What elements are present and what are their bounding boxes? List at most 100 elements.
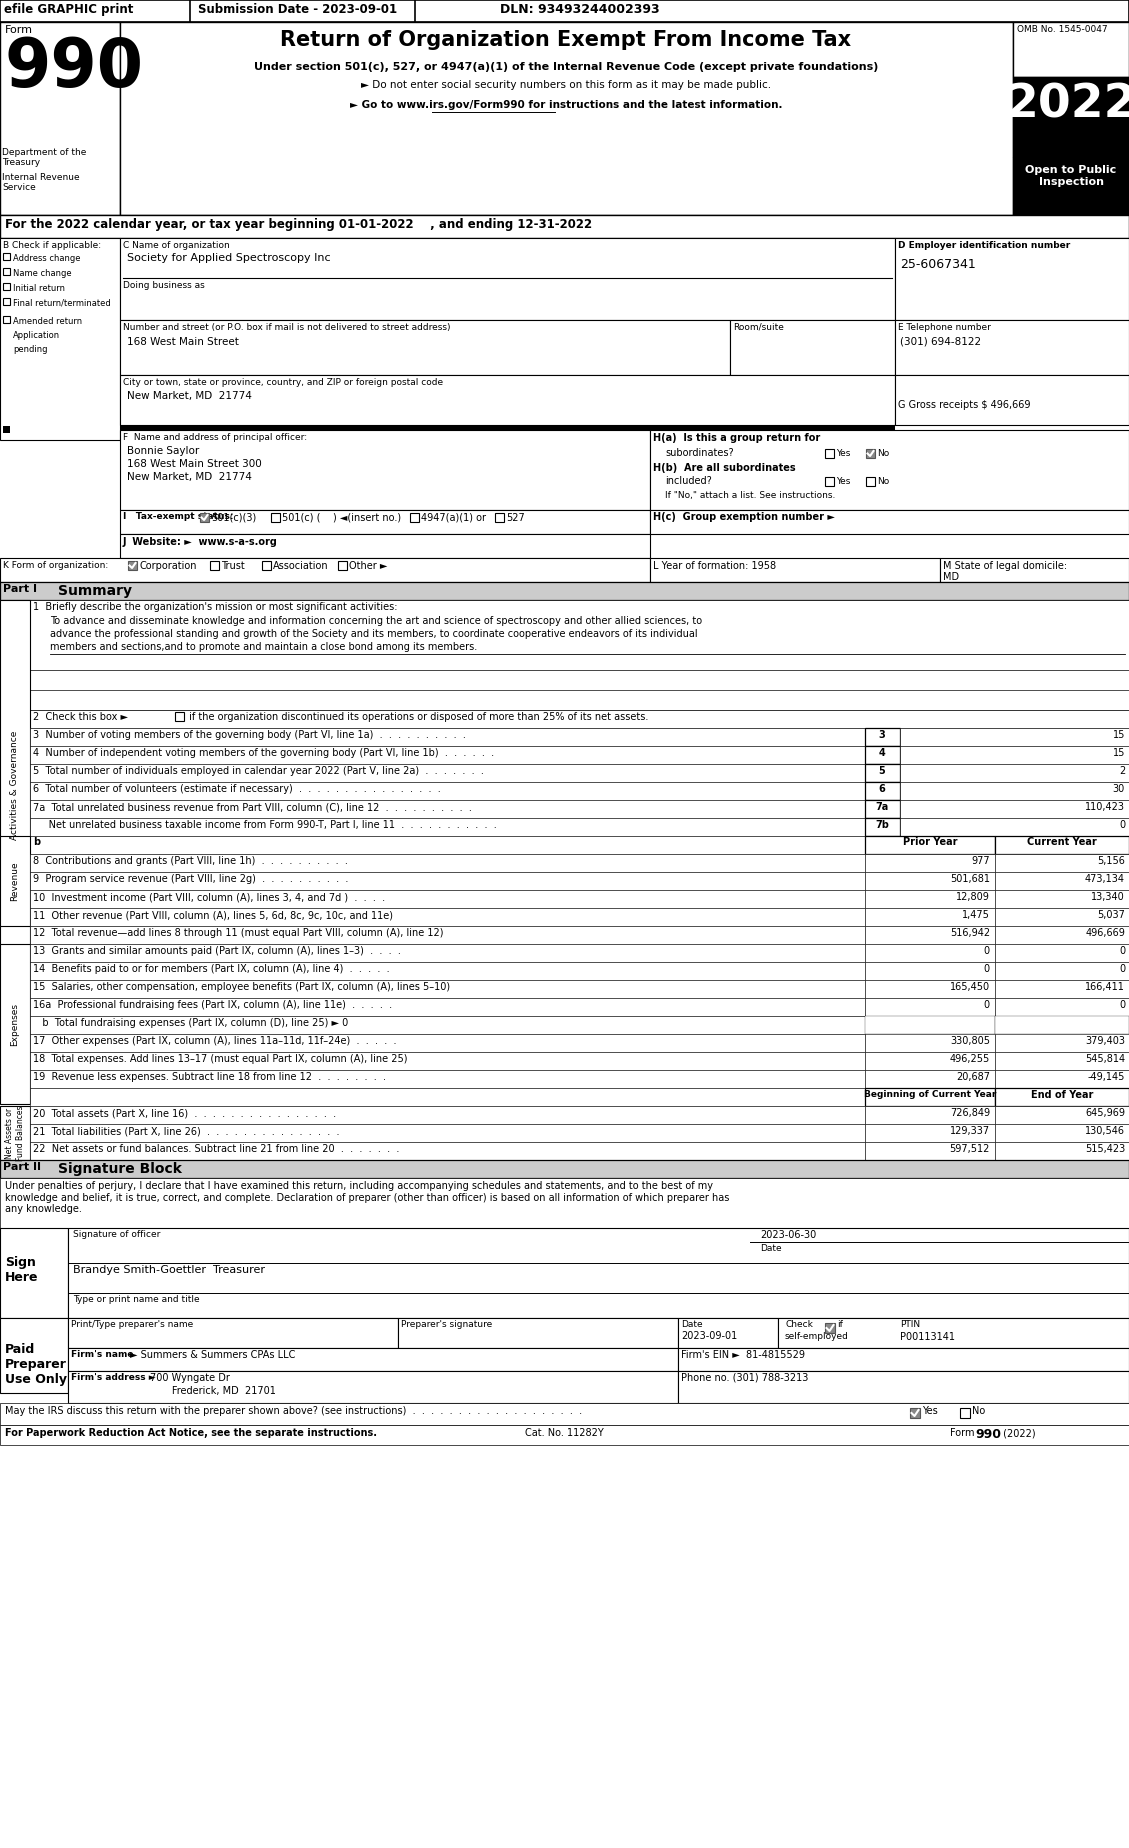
Bar [0, 944, 30, 1103]
Text: H(b)  Are all subordinates: H(b) Are all subordinates [653, 464, 796, 473]
Bar [0, 558, 650, 582]
Bar [120, 320, 730, 375]
Text: Firm's address ►: Firm's address ► [71, 1373, 156, 1382]
Text: Firm's name: Firm's name [71, 1351, 133, 1358]
Text: Under penalties of perjury, I declare that I have examined this return, includin: Under penalties of perjury, I declare th… [5, 1181, 729, 1214]
Text: Paid
Preparer
Use Only: Paid Preparer Use Only [5, 1343, 67, 1386]
Bar [30, 944, 865, 963]
Text: 12  Total revenue—add lines 8 through 11 (must equal Part VIII, column (A), line: 12 Total revenue—add lines 8 through 11 … [33, 928, 444, 939]
Bar [30, 689, 1129, 710]
Bar [30, 1105, 865, 1124]
Bar [30, 819, 865, 835]
Text: Doing business as: Doing business as [123, 281, 204, 290]
Text: subordinates?: subordinates? [665, 447, 734, 458]
Text: 7a  Total unrelated business revenue from Part VIII, column (C), line 12  .  .  : 7a Total unrelated business revenue from… [33, 802, 472, 811]
Bar [650, 558, 940, 582]
Text: PTIN: PTIN [900, 1319, 920, 1329]
Bar [68, 1229, 1129, 1318]
Text: 30: 30 [1113, 784, 1124, 795]
Text: Under section 501(c), 527, or 4947(a)(1) of the Internal Revenue Code (except pr: Under section 501(c), 527, or 4947(a)(1)… [254, 63, 878, 72]
Text: To advance and disseminate knowledge and information concerning the art and scie: To advance and disseminate knowledge and… [50, 615, 702, 626]
Bar [262, 562, 271, 569]
Text: 5,037: 5,037 [1097, 909, 1124, 920]
Text: ► Summers & Summers CPAs LLC: ► Summers & Summers CPAs LLC [130, 1351, 296, 1360]
Text: 330,805: 330,805 [949, 1037, 990, 1046]
Text: Name change: Name change [14, 270, 71, 277]
Bar [866, 477, 875, 486]
Text: 25-6067341: 25-6067341 [900, 259, 975, 272]
Bar [200, 514, 209, 521]
Text: Brandye Smith-Goettler  Treasurer: Brandye Smith-Goettler Treasurer [73, 1266, 265, 1275]
Text: 15  Salaries, other compensation, employee benefits (Part IX, column (A), lines : 15 Salaries, other compensation, employe… [33, 981, 450, 992]
Text: 0: 0 [1119, 965, 1124, 974]
Text: Cat. No. 11282Y: Cat. No. 11282Y [525, 1429, 603, 1438]
Text: Department of the
Treasury: Department of the Treasury [2, 148, 87, 168]
Bar [120, 431, 650, 510]
Text: Bonnie Saylor: Bonnie Saylor [126, 445, 199, 456]
Bar [865, 891, 995, 907]
Text: Form: Form [949, 1429, 978, 1438]
Text: H(c)  Group exemption number ►: H(c) Group exemption number ► [653, 512, 834, 521]
Bar [495, 514, 504, 521]
Bar [778, 1318, 1129, 1347]
Text: 2022: 2022 [1005, 83, 1129, 128]
Bar [30, 926, 865, 944]
Text: E Telephone number: E Telephone number [898, 323, 991, 333]
Text: Date: Date [760, 1244, 781, 1253]
Text: 2023-09-01: 2023-09-01 [681, 1331, 737, 1342]
Text: Amended return: Amended return [14, 318, 82, 325]
Bar [995, 926, 1129, 944]
Text: G Gross receipts $ 496,669: G Gross receipts $ 496,669 [898, 399, 1031, 410]
Text: 165,450: 165,450 [949, 981, 990, 992]
Bar [960, 1408, 970, 1417]
Bar [995, 872, 1129, 891]
Bar [895, 375, 1129, 425]
Text: B Check if applicable:: B Check if applicable: [3, 240, 102, 249]
Bar [865, 1105, 995, 1124]
Bar [995, 1016, 1129, 1035]
Bar [1013, 22, 1129, 78]
Text: H(a)  Is this a group return for: H(a) Is this a group return for [653, 432, 821, 444]
Text: 12,809: 12,809 [956, 893, 990, 902]
Text: Net unrelated business taxable income from Form 990-T, Part I, line 11  .  .  . : Net unrelated business taxable income fr… [33, 821, 497, 830]
Text: ► Do not enter social security numbers on this form as it may be made public.: ► Do not enter social security numbers o… [361, 79, 771, 91]
Text: (2022): (2022) [1000, 1429, 1035, 1438]
Bar [865, 854, 995, 872]
Text: Frederick, MD  21701: Frederick, MD 21701 [150, 1386, 275, 1395]
Bar [68, 1371, 679, 1403]
Text: Part I: Part I [3, 584, 37, 593]
Text: Signature of officer: Signature of officer [73, 1231, 160, 1238]
Text: 7b: 7b [875, 821, 889, 830]
Bar [0, 835, 30, 926]
Text: Preparer's signature: Preparer's signature [401, 1319, 492, 1329]
Bar [900, 763, 1129, 782]
Bar [175, 711, 184, 721]
Text: 0: 0 [1119, 821, 1124, 830]
Bar [0, 1229, 68, 1318]
Text: 5: 5 [878, 767, 885, 776]
Bar [0, 1177, 1129, 1229]
Text: Part II: Part II [3, 1162, 41, 1172]
Bar [30, 1142, 865, 1161]
Bar [0, 582, 1129, 601]
Bar [1013, 78, 1129, 157]
Text: Submission Date - 2023-09-01: Submission Date - 2023-09-01 [198, 4, 397, 17]
Text: 990: 990 [5, 35, 145, 102]
Text: 4  Number of independent voting members of the governing body (Part VI, line 1b): 4 Number of independent voting members o… [33, 748, 495, 758]
Bar [0, 238, 120, 440]
Text: Activities & Governance: Activities & Governance [10, 730, 19, 839]
Bar [0, 1403, 1129, 1425]
Text: Trust: Trust [221, 562, 245, 571]
Text: Internal Revenue
Service: Internal Revenue Service [2, 174, 80, 192]
Bar [865, 963, 995, 979]
Text: 496,255: 496,255 [949, 1053, 990, 1064]
Bar [995, 907, 1129, 926]
Text: DLN: 93493244002393: DLN: 93493244002393 [500, 4, 659, 17]
Text: 527: 527 [506, 514, 525, 523]
Bar [30, 1035, 865, 1052]
Text: 110,423: 110,423 [1085, 802, 1124, 811]
Text: 7a: 7a [875, 802, 889, 811]
Bar [410, 514, 419, 521]
Bar [865, 763, 900, 782]
Bar [0, 1161, 1129, 1177]
